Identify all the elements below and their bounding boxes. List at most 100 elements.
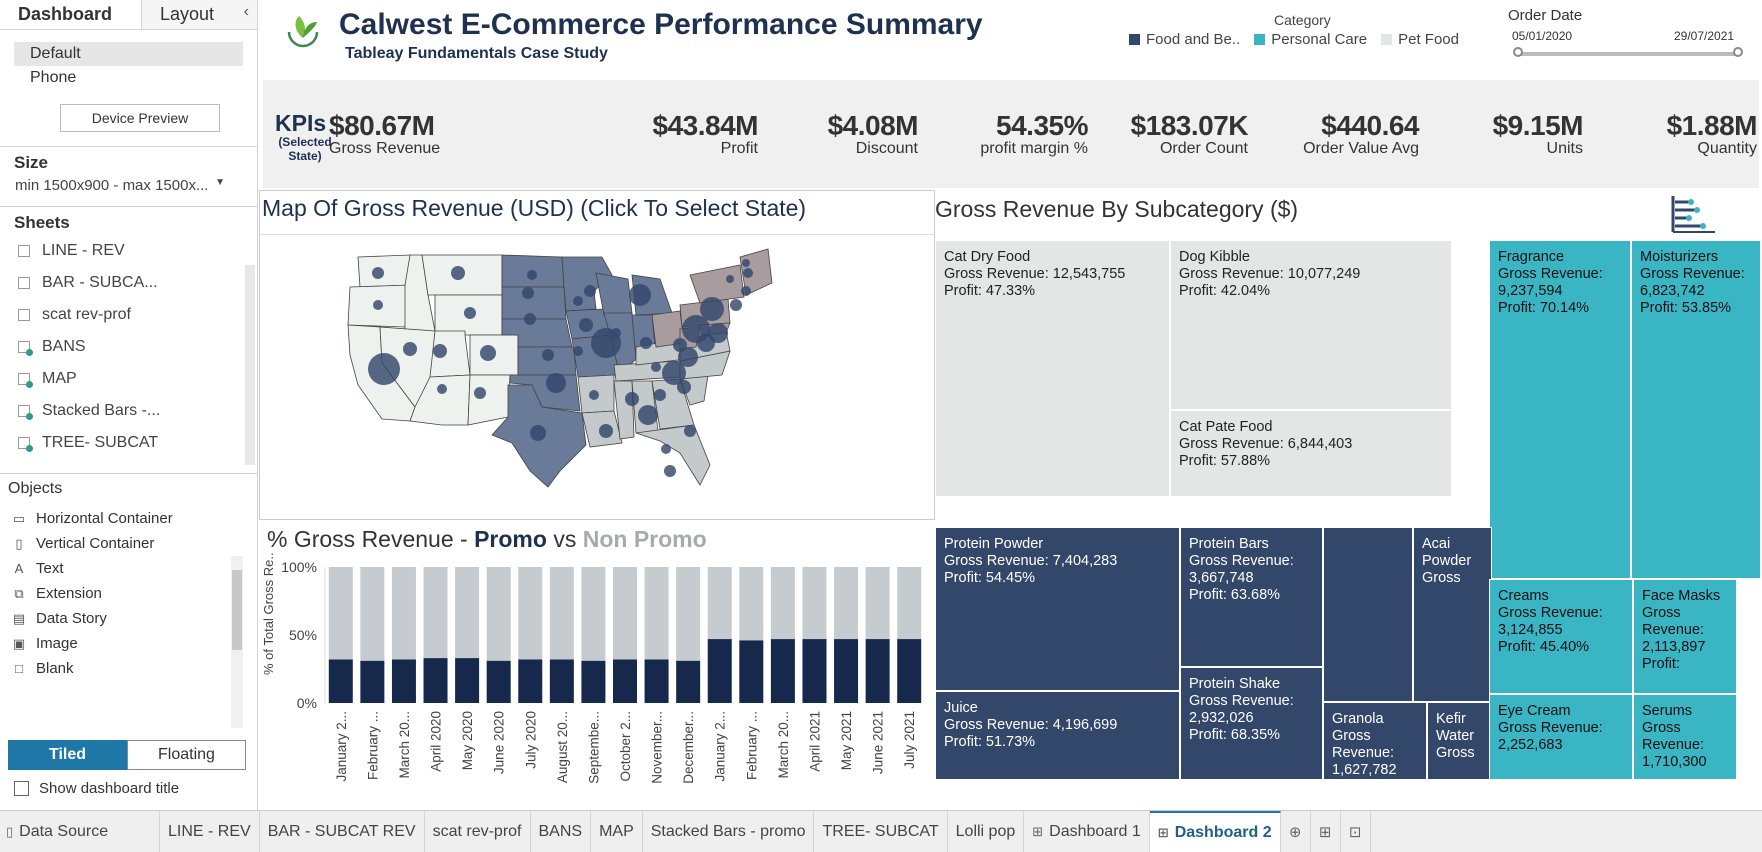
bar-promo[interactable]: [581, 660, 606, 703]
bar-nonpromo[interactable]: [802, 567, 827, 640]
revenue-bubble[interactable]: [611, 328, 621, 338]
sheet-item[interactable]: LINE - REV: [0, 235, 257, 267]
bar-nonpromo[interactable]: [613, 567, 637, 660]
object-item[interactable]: ▯ Vertical Container: [0, 531, 257, 556]
bar-promo[interactable]: [897, 639, 922, 703]
revenue-bubble[interactable]: [372, 267, 384, 279]
treemap-cell[interactable]: Serums Gross Revenue: 1,710,300: [1633, 694, 1737, 780]
revenue-bubble[interactable]: [726, 275, 734, 283]
sheet-item[interactable]: Stacked Bars -...: [0, 395, 257, 427]
kpi-card[interactable]: $183.07K Order Count: [1131, 110, 1249, 158]
bar-nonpromo[interactable]: [644, 567, 669, 660]
bar-nonpromo[interactable]: [486, 567, 511, 661]
revenue-bubble[interactable]: [589, 390, 599, 400]
new-worksheet-icon[interactable]: ⊕: [1281, 811, 1311, 852]
dashboard-tab[interactable]: ⊞ Dashboard 1: [1024, 811, 1150, 852]
bar-promo[interactable]: [455, 658, 480, 703]
promo-stacked-bar-chart[interactable]: % of Total Gross Re.. 100% 50% 0% January 2.…: [259, 552, 935, 803]
legend-item[interactable]: Pet Food: [1381, 31, 1459, 48]
revenue-bubble[interactable]: [437, 384, 447, 394]
sheet-tab[interactable]: TREE- SUBCAT: [814, 811, 948, 852]
sheet-tab[interactable]: Stacked Bars - promo: [643, 811, 815, 852]
revenue-bubble[interactable]: [403, 342, 417, 356]
objects-scrollbar[interactable]: [231, 556, 243, 728]
treemap-cell[interactable]: Protein Shake Gross Revenue: 2,932,026 Pro…: [1180, 667, 1323, 780]
bar-promo[interactable]: [486, 660, 511, 703]
treemap-cell[interactable]: Fragrance Gross Revenue: 9,237,594 Profit:…: [1489, 240, 1631, 579]
bar-promo[interactable]: [739, 640, 764, 703]
revenue-bubble[interactable]: [474, 387, 486, 399]
revenue-bubble[interactable]: [678, 347, 698, 367]
show-title-checkbox[interactable]: [14, 781, 29, 796]
kpi-card[interactable]: $80.67M Gross Revenue: [329, 110, 440, 158]
revenue-bubble[interactable]: [584, 285, 596, 297]
lollipop-chart-icon[interactable]: [1669, 192, 1717, 238]
tab-layout[interactable]: Layout ‹: [142, 0, 257, 29]
revenue-bubble[interactable]: [697, 334, 715, 352]
revenue-bubble[interactable]: [654, 389, 666, 401]
revenue-bubble[interactable]: [573, 296, 583, 306]
bar-nonpromo[interactable]: [328, 567, 353, 660]
treemap-cell[interactable]: Dog Kibble Gross Revenue: 10,077,249 Profi…: [1170, 240, 1452, 410]
revenue-bubble[interactable]: [599, 424, 613, 438]
revenue-bubble[interactable]: [527, 270, 537, 280]
bar-nonpromo[interactable]: [360, 567, 385, 661]
slider-end-handle[interactable]: [1733, 47, 1743, 57]
revenue-bubble[interactable]: [451, 266, 465, 280]
bar-nonpromo[interactable]: [518, 567, 543, 660]
revenue-bubble[interactable]: [368, 353, 400, 385]
revenue-bubble[interactable]: [651, 362, 661, 372]
revenue-bubble[interactable]: [640, 337, 652, 349]
revenue-bubble[interactable]: [741, 286, 751, 296]
object-item[interactable]: ▭ Horizontal Container: [0, 506, 257, 531]
revenue-bubble[interactable]: [684, 425, 696, 437]
state-shape[interactable]: [689, 264, 745, 304]
treemap-cell[interactable]: Protein Bars Gross Revenue: 3,667,748 Prof…: [1180, 527, 1323, 667]
treemap-cell[interactable]: Kefir Water Gross: [1427, 702, 1492, 780]
bar-nonpromo[interactable]: [676, 567, 701, 661]
revenue-bubble[interactable]: [522, 287, 534, 299]
sheet-item[interactable]: MAP: [0, 363, 257, 395]
new-dashboard-icon[interactable]: ⊞: [1311, 811, 1341, 852]
legend-item[interactable]: Personal Care: [1254, 31, 1367, 48]
new-story-icon[interactable]: ⊡: [1341, 811, 1371, 852]
revenue-bubble[interactable]: [662, 361, 686, 385]
bar-promo[interactable]: [644, 659, 669, 703]
state-shape[interactable]: [429, 330, 471, 378]
sheet-item[interactable]: BANS: [0, 331, 257, 363]
revenue-bubble[interactable]: [573, 346, 583, 356]
sheet-tab[interactable]: BANS: [531, 811, 592, 852]
bar-nonpromo[interactable]: [865, 567, 890, 640]
bar-nonpromo[interactable]: [897, 567, 922, 640]
device-default[interactable]: Default: [14, 42, 243, 66]
revenue-bubble[interactable]: [677, 380, 691, 394]
sheet-tab[interactable]: Lolli pop: [948, 811, 1025, 852]
bar-nonpromo[interactable]: [423, 567, 448, 659]
revenue-bubble[interactable]: [673, 338, 687, 352]
bar-nonpromo[interactable]: [834, 567, 859, 640]
sheet-tab[interactable]: scat rev-prof: [425, 811, 531, 852]
object-item[interactable]: ▤ Data Story: [0, 606, 257, 631]
kpi-card[interactable]: 54.35% profit margin %: [980, 110, 1088, 158]
object-item[interactable]: ▣ Image: [0, 631, 257, 656]
subcategory-treemap[interactable]: Cat Dry Food Gross Revenue: 12,543,755 Pro…: [935, 240, 1761, 780]
revenue-bubble[interactable]: [742, 259, 750, 267]
treemap-cell[interactable]: Creams Gross Revenue: 3,124,855 Profit: 45…: [1489, 579, 1633, 694]
treemap-cell[interactable]: Eye Cream Gross Revenue: 2,252,683: [1489, 694, 1633, 780]
kpi-card[interactable]: $43.84M Profit: [653, 110, 759, 158]
sheet-item[interactable]: scat rev-prof: [0, 299, 257, 331]
revenue-bubble[interactable]: [629, 284, 651, 306]
sheet-item[interactable]: Lolli pop: [0, 459, 257, 467]
treemap-cell[interactable]: Acai Powder Gross: [1413, 527, 1492, 702]
bar-promo[interactable]: [865, 639, 890, 703]
sheets-scrollbar[interactable]: [245, 265, 255, 465]
treemap-cell[interactable]: Face Masks Gross Revenue: 2,113,897 Profit…: [1633, 579, 1737, 694]
bar-promo[interactable]: [834, 639, 859, 703]
device-phone[interactable]: Phone: [30, 69, 77, 86]
revenue-bubble[interactable]: [661, 444, 671, 454]
treemap-cell[interactable]: Granola Gross Revenue: 1,627,782: [1323, 702, 1427, 780]
bar-promo[interactable]: [518, 659, 543, 703]
object-item[interactable]: □ Blank: [0, 656, 257, 681]
kpi-card[interactable]: $9.15M Units: [1493, 110, 1584, 158]
legend-item[interactable]: Food and Be..: [1129, 31, 1240, 48]
